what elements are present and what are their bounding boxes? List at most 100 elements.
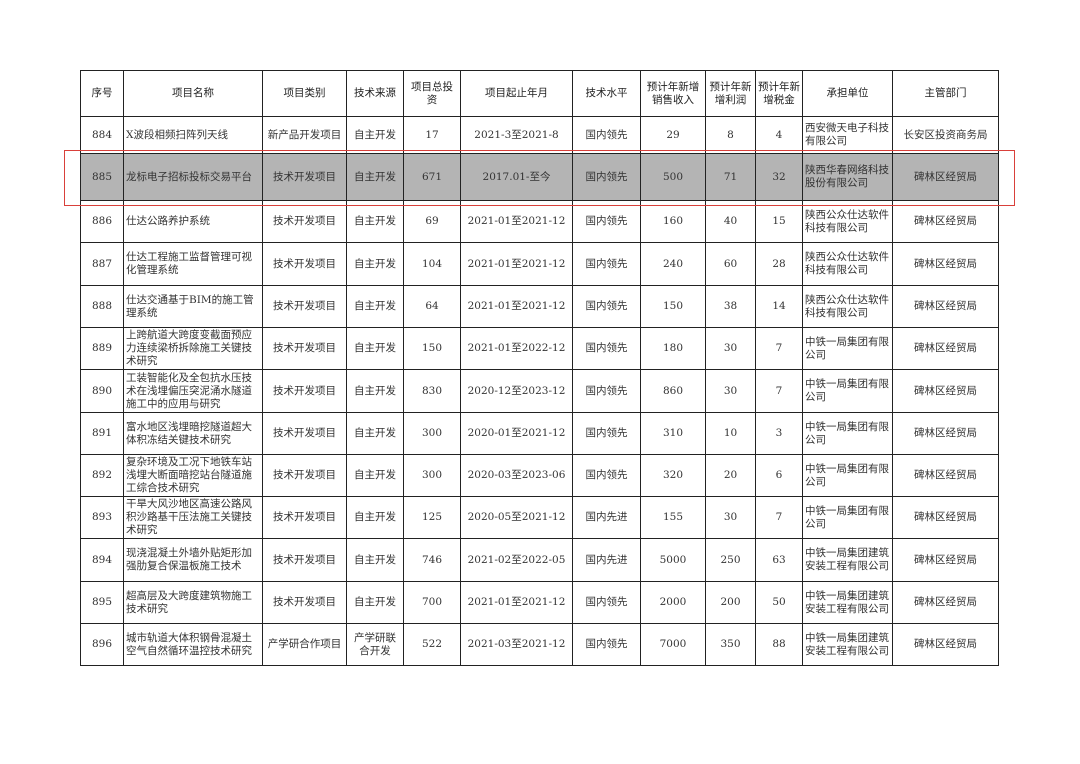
table-row: 886 仕达公路养护系统 技术开发项目 自主开发 69 2021-01至2021-12 国内… [80, 200, 999, 243]
cell-project-period: 2021-01至2022-12 [460, 327, 573, 370]
header-project-period: 项目起止年月 [460, 70, 573, 117]
cell-expected-profit: 60 [705, 242, 756, 286]
cell-serial-no: 886 [80, 200, 124, 243]
cell-serial-no: 894 [80, 538, 124, 582]
cell-expected-tax: 50 [755, 581, 803, 624]
cell-supervising-dept: 长安区投资商务局 [892, 116, 999, 154]
cell-undertaking-unit: 中铁一局集团建筑安装工程有限公司 [802, 581, 893, 624]
project-table: 序号 项目名称 项目类别 技术来源 项目总投资 项目起止年月 技术水平 预计年新增销售收入 预计… [80, 70, 999, 666]
cell-project-category: 技术开发项目 [262, 242, 347, 286]
cell-total-investment: 64 [403, 285, 461, 328]
cell-total-investment: 671 [403, 153, 461, 201]
cell-project-name: 仕达公路养护系统 [123, 200, 263, 243]
cell-tech-source: 自主开发 [346, 496, 404, 539]
cell-supervising-dept: 碑林区经贸局 [892, 581, 999, 624]
cell-expected-tax: 63 [755, 538, 803, 582]
cell-project-name: 上跨航道大跨度变截面预应力连续梁桥拆除施工关键技术研究 [123, 327, 263, 370]
cell-project-category: 技术开发项目 [262, 327, 347, 370]
table-row: 885 龙标电子招标投标交易平台 技术开发项目 自主开发 671 2017.01-至今 国内… [80, 153, 999, 201]
cell-tech-source: 自主开发 [346, 242, 404, 286]
table-row: 892 复杂环境及工况下地铁车站浅埋大断面暗挖站台隧道施工综合技术研究 技术开发项目… [80, 454, 999, 497]
header-expected-sales: 预计年新增销售收入 [640, 70, 706, 117]
cell-total-investment: 150 [403, 327, 461, 370]
cell-project-category: 技术开发项目 [262, 369, 347, 413]
cell-supervising-dept: 碑林区经贸局 [892, 200, 999, 243]
header-expected-profit: 预计年新增利润 [705, 70, 756, 117]
cell-expected-tax: 88 [755, 623, 803, 666]
cell-supervising-dept: 碑林区经贸局 [892, 369, 999, 413]
cell-tech-level: 国内领先 [572, 116, 641, 154]
table-row: 887 仕达工程施工监督管理可视化管理系统 技术开发项目 自主开发 104 2021-01… [80, 242, 999, 286]
cell-project-category: 技术开发项目 [262, 496, 347, 539]
cell-expected-sales: 29 [640, 116, 706, 154]
cell-project-period: 2021-01至2021-12 [460, 581, 573, 624]
cell-total-investment: 125 [403, 496, 461, 539]
cell-expected-profit: 20 [705, 454, 756, 497]
cell-project-name: 富水地区浅埋暗挖隧道超大体积冻结关键技术研究 [123, 412, 263, 455]
cell-expected-tax: 3 [755, 412, 803, 455]
cell-expected-tax: 15 [755, 200, 803, 243]
cell-serial-no: 884 [80, 116, 124, 154]
cell-project-period: 2021-3至2021-8 [460, 116, 573, 154]
cell-tech-source: 自主开发 [346, 412, 404, 455]
cell-tech-level: 国内领先 [572, 454, 641, 497]
cell-tech-level: 国内先进 [572, 538, 641, 582]
cell-undertaking-unit: 中铁一局集团有限公司 [802, 454, 893, 497]
cell-expected-sales: 240 [640, 242, 706, 286]
cell-tech-source: 自主开发 [346, 285, 404, 328]
cell-serial-no: 885 [80, 153, 124, 201]
cell-supervising-dept: 碑林区经贸局 [892, 496, 999, 539]
cell-project-name: 超高层及大跨度建筑物施工技术研究 [123, 581, 263, 624]
cell-project-period: 2021-03至2021-12 [460, 623, 573, 666]
cell-total-investment: 300 [403, 454, 461, 497]
cell-total-investment: 830 [403, 369, 461, 413]
cell-project-category: 技术开发项目 [262, 412, 347, 455]
cell-serial-no: 888 [80, 285, 124, 328]
cell-expected-profit: 38 [705, 285, 756, 328]
cell-supervising-dept: 碑林区经贸局 [892, 242, 999, 286]
cell-project-period: 2020-01至2021-12 [460, 412, 573, 455]
cell-project-name: 龙标电子招标投标交易平台 [123, 153, 263, 201]
table-row: 896 城市轨道大体积钢骨混凝土空气自然循环温控技术研究 产学研合作项目 产学研联合开… [80, 623, 999, 666]
cell-undertaking-unit: 中铁一局集团有限公司 [802, 369, 893, 413]
cell-project-name: 仕达工程施工监督管理可视化管理系统 [123, 242, 263, 286]
cell-tech-source: 产学研联合开发 [346, 623, 404, 666]
cell-expected-sales: 860 [640, 369, 706, 413]
cell-serial-no: 890 [80, 369, 124, 413]
cell-total-investment: 300 [403, 412, 461, 455]
header-project-name: 项目名称 [123, 70, 263, 117]
cell-expected-sales: 5000 [640, 538, 706, 582]
cell-project-period: 2021-01至2021-12 [460, 285, 573, 328]
header-undertaking-unit: 承担单位 [802, 70, 893, 117]
cell-serial-no: 893 [80, 496, 124, 539]
cell-expected-profit: 250 [705, 538, 756, 582]
cell-project-name: 仕达交通基于BIM的施工管理系统 [123, 285, 263, 328]
cell-undertaking-unit: 中铁一局集团建筑安装工程有限公司 [802, 623, 893, 666]
cell-tech-source: 自主开发 [346, 538, 404, 582]
header-tech-level: 技术水平 [572, 70, 641, 117]
cell-tech-level: 国内领先 [572, 327, 641, 370]
cell-expected-sales: 500 [640, 153, 706, 201]
cell-expected-sales: 180 [640, 327, 706, 370]
header-tech-source: 技术来源 [346, 70, 404, 117]
cell-tech-level: 国内领先 [572, 581, 641, 624]
cell-supervising-dept: 碑林区经贸局 [892, 454, 999, 497]
cell-expected-sales: 150 [640, 285, 706, 328]
cell-tech-source: 自主开发 [346, 200, 404, 243]
table-row: 895 超高层及大跨度建筑物施工技术研究 技术开发项目 自主开发 700 2021-01至… [80, 581, 999, 624]
cell-undertaking-unit: 中铁一局集团有限公司 [802, 412, 893, 455]
cell-expected-profit: 30 [705, 327, 756, 370]
cell-serial-no: 887 [80, 242, 124, 286]
cell-expected-sales: 310 [640, 412, 706, 455]
cell-tech-source: 自主开发 [346, 153, 404, 201]
cell-project-category: 产学研合作项目 [262, 623, 347, 666]
cell-expected-profit: 8 [705, 116, 756, 154]
cell-tech-source: 自主开发 [346, 454, 404, 497]
cell-serial-no: 891 [80, 412, 124, 455]
cell-total-investment: 700 [403, 581, 461, 624]
cell-undertaking-unit: 陕西华春网络科技股份有限公司 [802, 153, 893, 201]
cell-expected-sales: 320 [640, 454, 706, 497]
table-row: 888 仕达交通基于BIM的施工管理系统 技术开发项目 自主开发 64 2021-01至2… [80, 285, 999, 328]
cell-supervising-dept: 碑林区经贸局 [892, 285, 999, 328]
cell-tech-level: 国内领先 [572, 242, 641, 286]
